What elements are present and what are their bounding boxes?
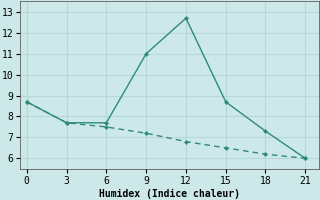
X-axis label: Humidex (Indice chaleur): Humidex (Indice chaleur)	[99, 189, 240, 199]
